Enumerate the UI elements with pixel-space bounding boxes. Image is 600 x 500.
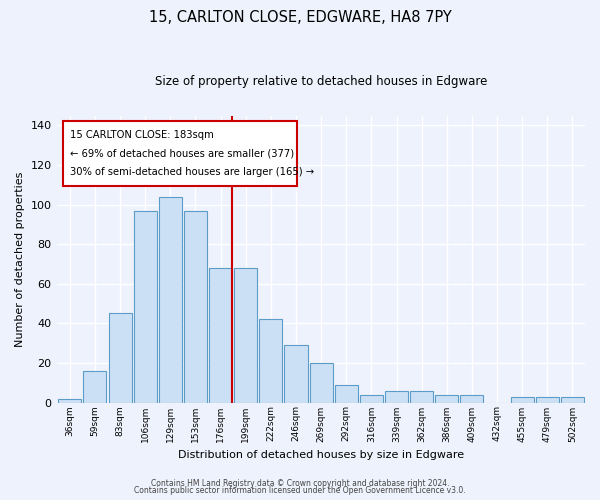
Bar — [460, 394, 484, 402]
Bar — [360, 394, 383, 402]
Bar — [109, 314, 131, 402]
Bar — [435, 394, 458, 402]
Bar — [58, 398, 82, 402]
Bar — [335, 384, 358, 402]
Text: 15 CARLTON CLOSE: 183sqm: 15 CARLTON CLOSE: 183sqm — [70, 130, 214, 140]
Bar — [536, 396, 559, 402]
Bar — [134, 210, 157, 402]
Bar — [159, 196, 182, 402]
Title: Size of property relative to detached houses in Edgware: Size of property relative to detached ho… — [155, 75, 487, 88]
FancyBboxPatch shape — [62, 122, 298, 186]
Bar — [209, 268, 232, 402]
Bar — [511, 396, 534, 402]
Bar — [234, 268, 257, 402]
Bar — [284, 345, 308, 403]
Text: Contains HM Land Registry data © Crown copyright and database right 2024.: Contains HM Land Registry data © Crown c… — [151, 478, 449, 488]
Y-axis label: Number of detached properties: Number of detached properties — [15, 172, 25, 346]
Bar — [385, 390, 408, 402]
X-axis label: Distribution of detached houses by size in Edgware: Distribution of detached houses by size … — [178, 450, 464, 460]
Bar — [83, 371, 106, 402]
Bar — [184, 210, 207, 402]
Text: 15, CARLTON CLOSE, EDGWARE, HA8 7PY: 15, CARLTON CLOSE, EDGWARE, HA8 7PY — [149, 10, 451, 25]
Bar — [410, 390, 433, 402]
Bar — [310, 363, 332, 403]
Bar — [561, 396, 584, 402]
Bar — [259, 320, 283, 402]
Text: Contains public sector information licensed under the Open Government Licence v3: Contains public sector information licen… — [134, 486, 466, 495]
Text: ← 69% of detached houses are smaller (377): ← 69% of detached houses are smaller (37… — [70, 149, 295, 159]
Text: 30% of semi-detached houses are larger (165) →: 30% of semi-detached houses are larger (… — [70, 168, 314, 177]
